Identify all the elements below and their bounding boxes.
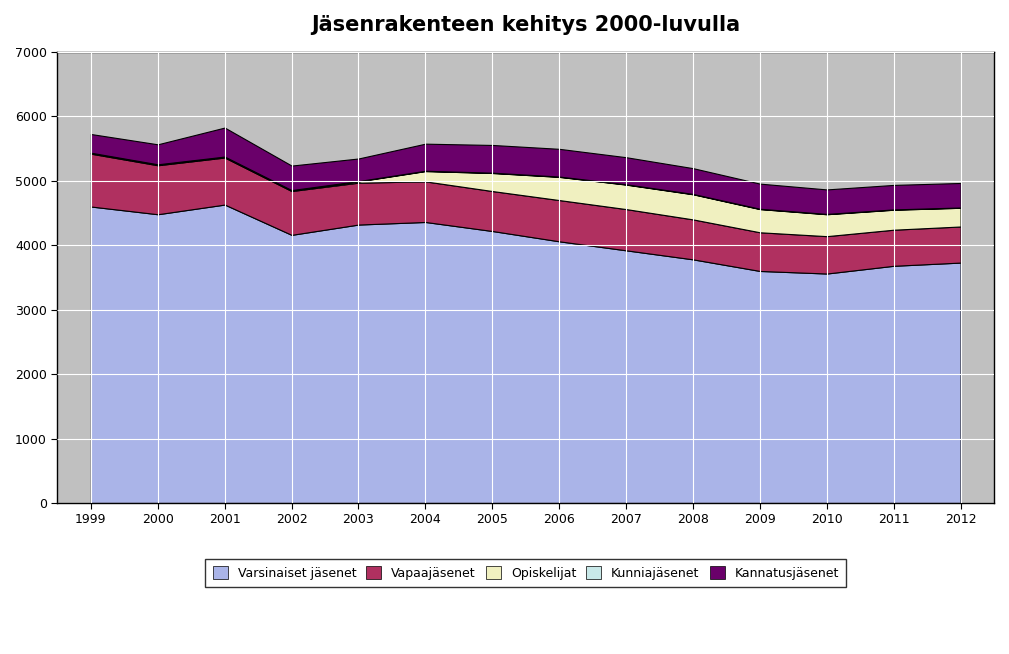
Title: Jäsenrakenteen kehitys 2000-luvulla: Jäsenrakenteen kehitys 2000-luvulla bbox=[311, 15, 741, 35]
Legend: Varsinaiset jäsenet, Vapaajäsenet, Opiskelijat, Kunniajäsenet, Kannatusjäsenet: Varsinaiset jäsenet, Vapaajäsenet, Opisk… bbox=[205, 559, 847, 587]
